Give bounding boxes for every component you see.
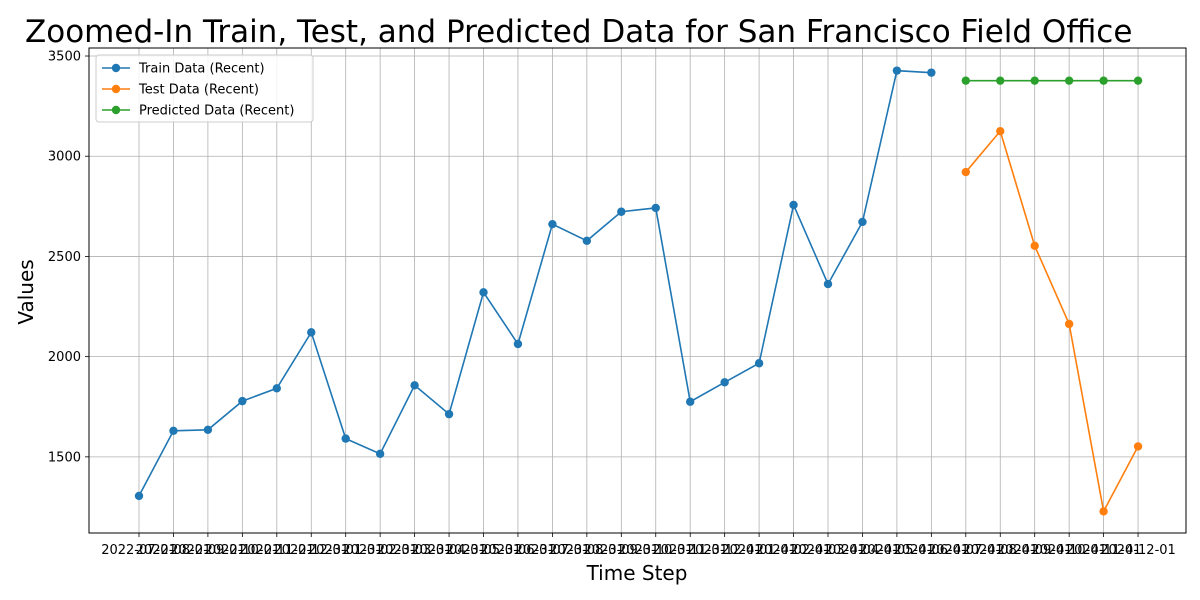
series-3 <box>961 76 1143 85</box>
x-tick-label: 2024-11-01 <box>1066 543 1142 558</box>
data-point <box>961 167 970 177</box>
legend-label: Test Data (Recent) <box>138 83 259 98</box>
legend-item: Test Data (Recent) <box>102 83 259 98</box>
data-point <box>341 434 350 443</box>
data-point <box>548 219 557 229</box>
data-point <box>789 200 798 210</box>
x-tick-label: 2024-07-01 <box>928 543 1004 558</box>
x-tick-label: 2023-08-01 <box>549 543 625 558</box>
data-point <box>444 409 454 419</box>
x-tick-label: 2024-10-01 <box>1031 543 1107 558</box>
x-axis-label: Time Step <box>586 561 688 585</box>
x-tick-label: 2023-03-01 <box>377 543 453 558</box>
x-tick-label: 2023-12-01 <box>687 543 763 558</box>
x-tick-label: 2024-12-01 <box>1100 543 1176 558</box>
y-tick-label: 2000 <box>48 350 81 365</box>
data-point <box>858 217 867 227</box>
y-tick-label: 2500 <box>48 250 81 265</box>
data-point <box>823 279 833 289</box>
x-tick-label: 2024-03-01 <box>790 543 866 558</box>
legend-marker <box>111 84 121 94</box>
data-point <box>892 66 902 75</box>
data-point <box>686 397 695 406</box>
x-tick-label: 2023-09-01 <box>584 543 660 558</box>
data-point <box>927 68 936 77</box>
data-point <box>307 328 316 337</box>
data-point <box>169 426 178 435</box>
legend-item: Predicted Data (Recent) <box>102 104 294 119</box>
data-point <box>1030 241 1039 251</box>
y-tick-label: 1500 <box>48 450 81 465</box>
data-point <box>1099 76 1108 85</box>
x-tick-label: 2024-02-01 <box>756 543 832 558</box>
x-tick-label: 2023-05-01 <box>446 543 522 558</box>
x-tick-label: 2022-12-01 <box>273 543 349 558</box>
series-layer <box>134 66 1143 516</box>
data-point <box>513 339 523 349</box>
x-tick-label: 2023-06-01 <box>480 543 556 558</box>
x-tick-label: 2022-10-01 <box>205 543 281 558</box>
data-point <box>1064 76 1074 85</box>
x-tick-label: 2024-01-01 <box>721 543 797 558</box>
data-point <box>134 491 144 501</box>
data-point <box>272 384 281 393</box>
chart-title: Zoomed-In Train, Test, and Predicted Dat… <box>25 14 1132 50</box>
data-point <box>1064 319 1074 329</box>
x-tick-label: 2023-10-01 <box>618 543 694 558</box>
x-axis: 2022-07-012022-08-012022-09-012022-10-01… <box>101 533 1176 558</box>
x-tick-label: 2024-09-01 <box>997 543 1073 558</box>
data-point <box>410 381 419 390</box>
data-point <box>754 359 764 368</box>
y-axis: 1500 2000 2500 3000 3500 <box>48 50 89 465</box>
y-tick-label: 3000 <box>48 150 81 165</box>
legend-box <box>95 54 314 123</box>
series-1 <box>134 66 936 501</box>
y-tick-label: 3500 <box>48 50 81 65</box>
x-tick-label: 2023-01-01 <box>308 543 384 558</box>
data-point <box>238 396 247 406</box>
series-line <box>138 69 932 497</box>
legend-label: Train Data (Recent) <box>138 62 265 77</box>
x-tick-label: 2024-06-01 <box>894 543 970 558</box>
data-point <box>375 449 385 459</box>
data-point <box>961 76 970 85</box>
x-tick-label: 2023-02-01 <box>342 543 418 558</box>
legend-label: Predicted Data (Recent) <box>139 104 294 119</box>
series-2 <box>961 126 1143 516</box>
x-tick-label: 2023-04-01 <box>411 543 487 558</box>
data-point <box>203 425 213 434</box>
data-point <box>479 288 488 297</box>
legend-marker <box>111 63 121 73</box>
x-tick-label: 2022-08-01 <box>136 543 212 558</box>
legend-marker <box>111 105 121 115</box>
series-line <box>965 129 1139 514</box>
data-point <box>617 207 626 216</box>
x-tick-label: 2022-11-01 <box>239 543 315 558</box>
grid <box>89 48 1186 533</box>
legend: Train Data (Recent) Test Data (Recent) Pre… <box>95 54 314 123</box>
data-point <box>1030 76 1039 85</box>
data-point <box>582 236 592 245</box>
x-tick-label: 2024-05-01 <box>859 543 935 558</box>
x-tick-label: 2022-09-01 <box>170 543 246 558</box>
data-point <box>651 203 660 213</box>
x-tick-label: 2023-07-01 <box>515 543 591 558</box>
x-tick-label: 2024-08-01 <box>962 543 1038 558</box>
legend-item: Train Data (Recent) <box>102 62 265 77</box>
data-point <box>996 76 1005 85</box>
x-tick-label: 2022-07-01 <box>101 543 177 558</box>
data-point <box>1099 507 1108 516</box>
data-point <box>1133 76 1143 85</box>
x-tick-label: 2023-11-01 <box>652 543 728 558</box>
data-point <box>1133 442 1143 451</box>
x-tick-label: 2024-04-01 <box>825 543 901 558</box>
data-point <box>720 378 729 387</box>
data-point <box>996 126 1005 136</box>
plot-frame <box>88 47 1187 534</box>
y-axis-label: Values <box>14 259 38 324</box>
